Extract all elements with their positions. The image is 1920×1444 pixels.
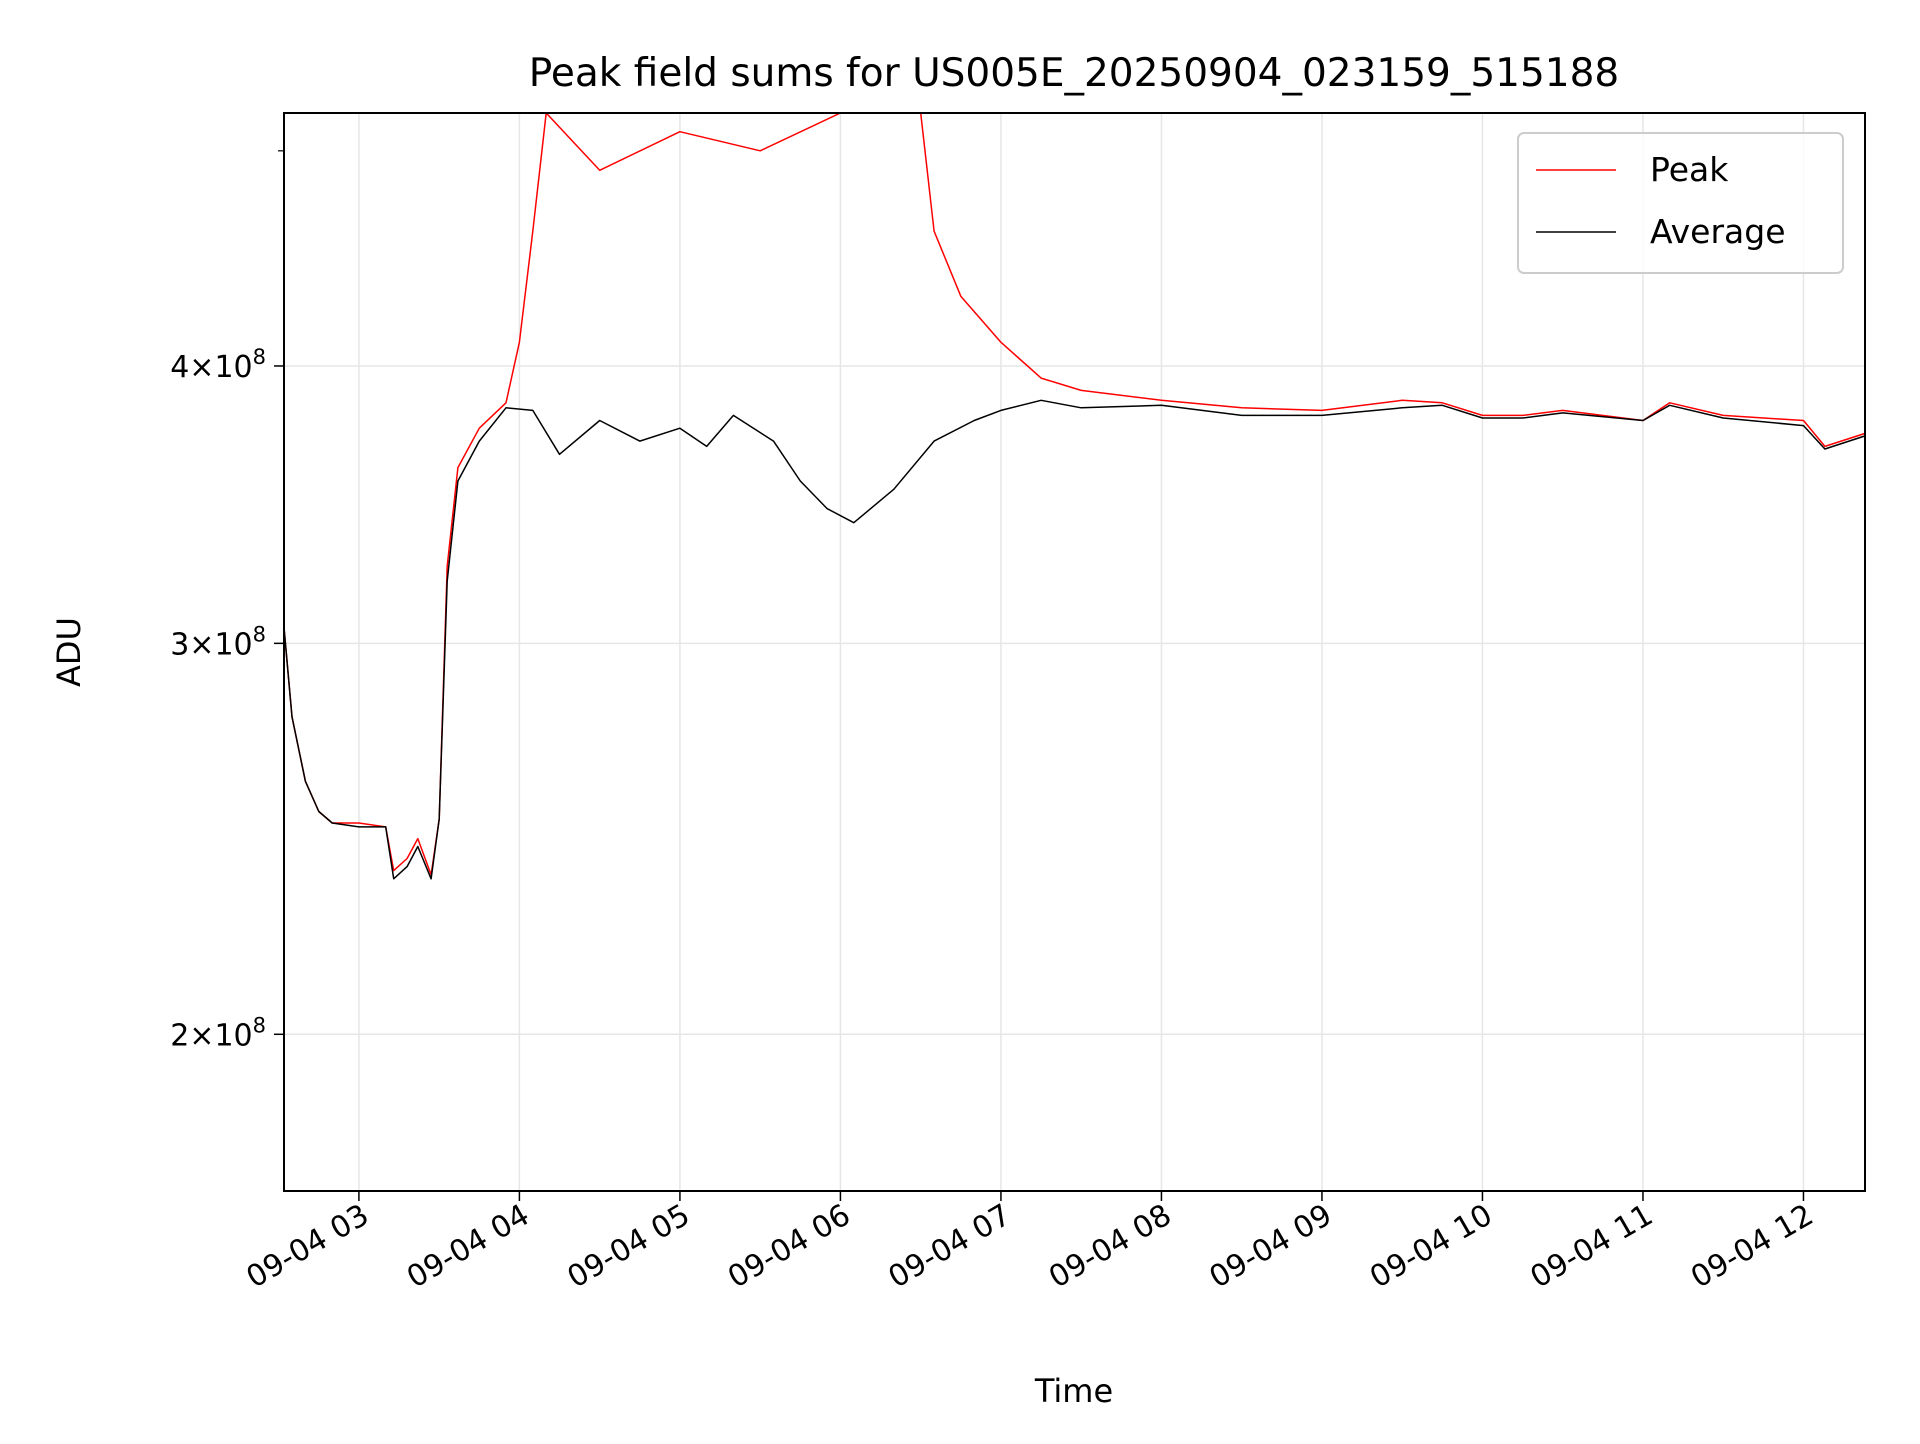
series-line-average [284,399,1865,880]
plot-frame [283,112,1866,1192]
series-layer [284,113,1865,880]
chart-title: Peak field sums for US005E_20250904_0231… [529,51,1619,96]
legend-peak-label: Peak [1650,150,1729,189]
y-axis-title: ADU [50,617,88,687]
legend-box [1517,132,1844,274]
legend-average-label: Average [1650,212,1786,251]
y-tick-label: 4×108 [170,345,266,385]
x-axis-title: Time [1034,1372,1113,1410]
y-axis: 2×108 3×108 4×108 [170,150,284,1053]
y-tick-label: 2×108 [170,1013,266,1053]
legend: Peak Average [1517,132,1844,274]
y-tick-label: 3×108 [170,622,266,662]
series-line-peak [284,113,1865,876]
grid-lines [284,113,1865,1191]
